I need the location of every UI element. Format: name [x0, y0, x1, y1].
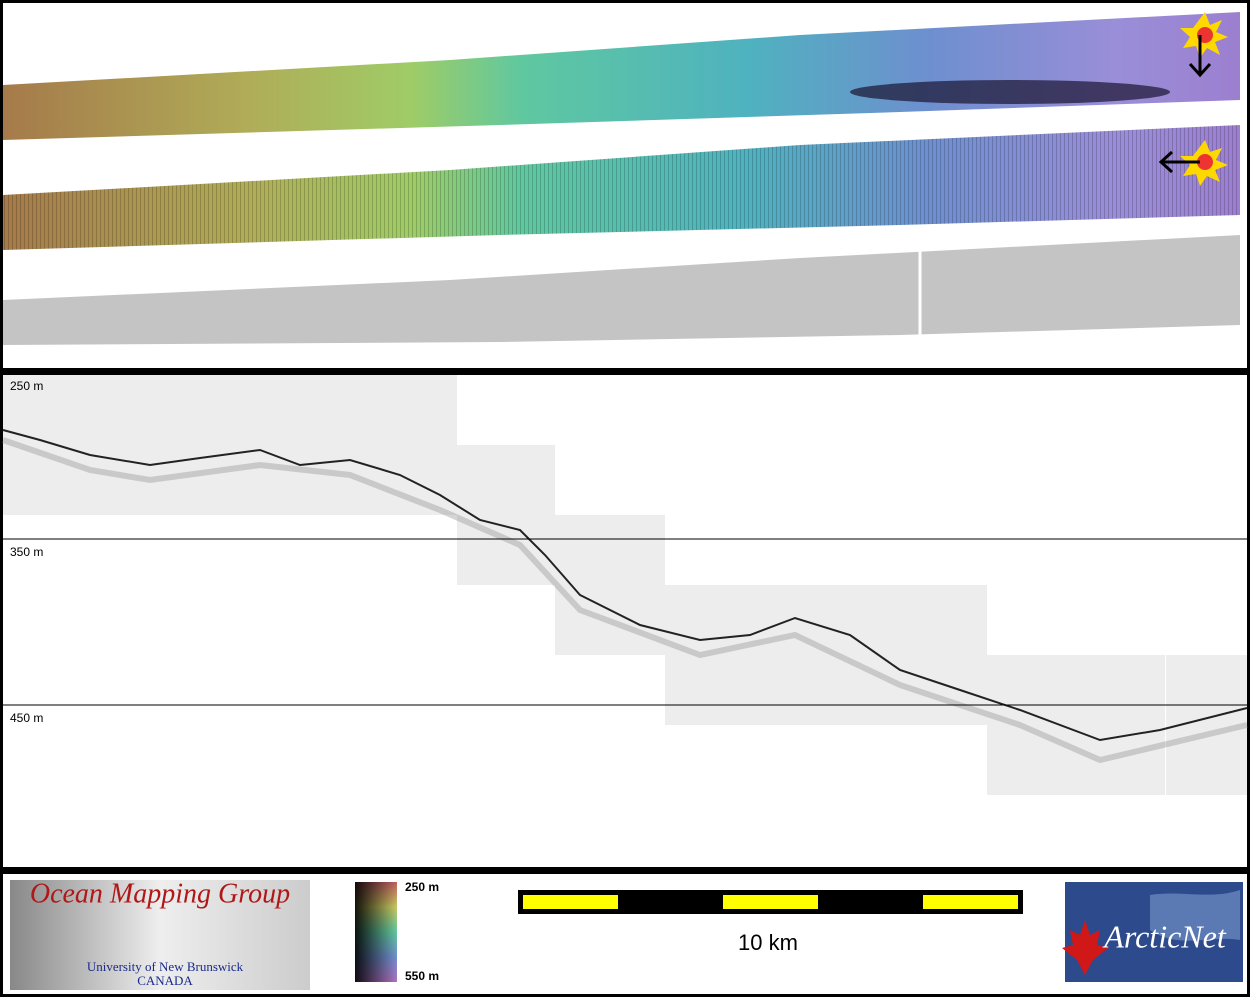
- maple-leaf: [1062, 920, 1108, 975]
- depth-label: 350 m: [10, 545, 43, 559]
- logo-map: [1150, 890, 1240, 941]
- sun-icon: [1158, 140, 1228, 186]
- depth-label: 450 m: [10, 711, 43, 725]
- scale-segment: [523, 895, 618, 909]
- logo-university: University of New Brunswick: [87, 959, 244, 974]
- scale-label: 10 km: [738, 930, 798, 955]
- scale-top: 250 m: [405, 880, 439, 894]
- sub-bottom: [2, 437, 1248, 764]
- scale-bottom: 550 m: [405, 969, 439, 983]
- logo-title: Ocean Mapping Group: [30, 878, 290, 909]
- sun-icon: [1180, 12, 1228, 78]
- seafloor-profile: [2, 429, 1248, 742]
- logo-country: CANADA: [137, 973, 193, 988]
- backscatter-swath: [3, 235, 1240, 345]
- swath-texture: [3, 125, 1240, 250]
- scale-segment: [923, 895, 1018, 909]
- scale-segment: [723, 895, 818, 909]
- depth-label: 250 m: [10, 379, 43, 393]
- partner-name: ArcticNet: [1102, 918, 1227, 954]
- shadow: [850, 80, 1170, 104]
- omg-logo: [10, 880, 310, 990]
- swath-sun-north: [3, 12, 1240, 140]
- color-scale-shade: [355, 882, 397, 982]
- profile-segments: [3, 375, 1247, 795]
